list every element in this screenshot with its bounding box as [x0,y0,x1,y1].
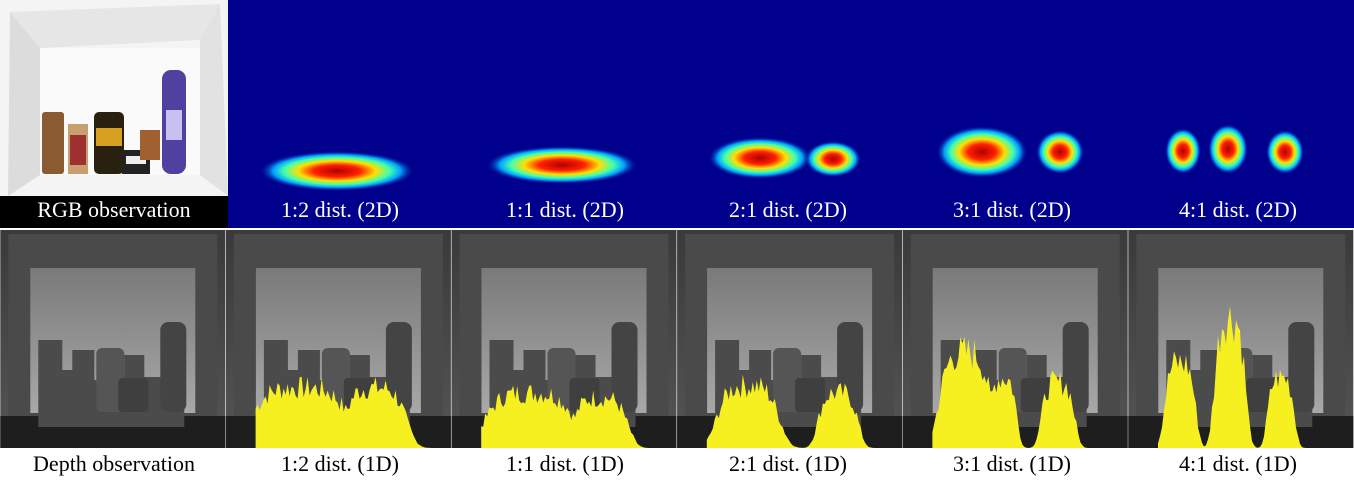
rgb-label: RGB observation [37,197,190,222]
rgb-image [0,0,228,228]
depth-label: Depth observation [33,451,195,476]
heatmap-label: 3:1 dist. (2D) [953,197,1071,222]
histogram-label: 2:1 dist. (1D) [729,451,847,476]
figure: RGB observation 1:2 dist. (2D) 1:1 dist. (… [0,0,1354,480]
heatmap-label: 1:1 dist. (2D) [506,197,624,222]
histogram-label: 4:1 dist. (1D) [1179,451,1297,476]
depth-image [0,230,225,448]
histogram-label: 1:2 dist. (1D) [281,451,399,476]
heatmap-label: 4:1 dist. (2D) [1179,197,1297,222]
depth-panels [0,230,1353,448]
histogram-label: 3:1 dist. (1D) [953,451,1071,476]
heatmap-label: 2:1 dist. (2D) [729,197,847,222]
heatmaps [228,0,1354,228]
depth-image [677,230,902,448]
histogram-label: 1:1 dist. (1D) [506,451,624,476]
heatmap-label: 1:2 dist. (2D) [281,197,399,222]
